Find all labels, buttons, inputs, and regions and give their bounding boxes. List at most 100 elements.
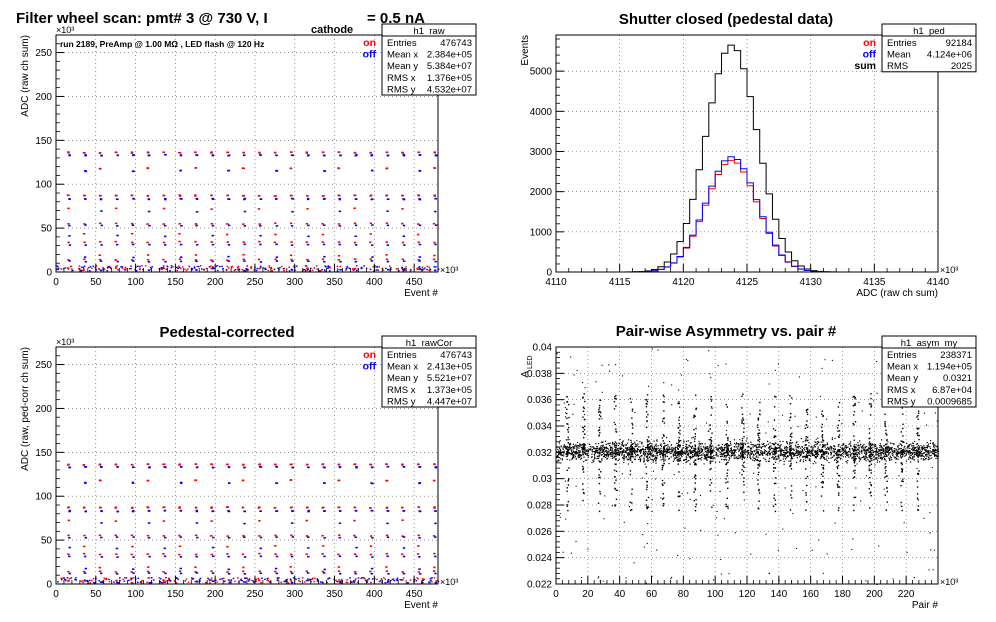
data-point [337, 506, 340, 509]
data-point [769, 449, 772, 451]
data-point [115, 243, 119, 246]
data-point [856, 450, 858, 452]
stats-label: Entries [387, 38, 417, 49]
data-point [700, 443, 702, 445]
x-tick-label: 400 [366, 589, 383, 600]
data-point [57, 581, 59, 583]
spike-point [709, 444, 711, 446]
data-point [757, 453, 759, 455]
data-point [717, 448, 719, 451]
data-point [137, 577, 140, 579]
spike-point [727, 448, 729, 451]
data-point [932, 443, 934, 445]
data-point [683, 452, 685, 454]
data-point [933, 445, 935, 447]
data-point [243, 225, 247, 227]
data-point [568, 444, 571, 446]
data-point [848, 443, 850, 445]
data-point [618, 447, 620, 449]
data-point [612, 450, 614, 452]
data-point [636, 454, 639, 456]
data-point [847, 455, 849, 457]
data-point [715, 454, 717, 456]
data-point [613, 452, 615, 454]
data-point [391, 578, 394, 581]
spike-point [710, 440, 713, 442]
data-point [321, 233, 325, 236]
data-point [609, 452, 611, 454]
data-point [901, 453, 903, 455]
data-point [860, 443, 862, 445]
data-point [244, 577, 247, 579]
data-point [871, 452, 873, 454]
data-point [261, 577, 263, 579]
data-point [737, 458, 739, 460]
data-point [816, 455, 819, 457]
data-point [627, 446, 629, 449]
data-point [877, 455, 880, 457]
data-point [818, 453, 820, 456]
data-point [914, 453, 916, 456]
data-point [670, 444, 673, 446]
data-point [70, 577, 73, 579]
data-point [675, 452, 677, 454]
data-point [747, 442, 749, 444]
data-point [894, 457, 896, 459]
data-point [751, 444, 753, 446]
data-point [772, 455, 774, 457]
data-point [682, 447, 684, 449]
data-point [627, 449, 629, 451]
data-point [865, 450, 867, 452]
spike-point [645, 406, 648, 408]
data-point [635, 444, 637, 446]
data-point [905, 453, 907, 455]
data-point [208, 579, 211, 582]
data-point [417, 578, 419, 580]
data-point [613, 457, 615, 459]
spike-point [773, 436, 775, 439]
data-point [890, 457, 893, 459]
spike-point [709, 455, 711, 458]
data-point [796, 446, 798, 448]
data-point [579, 450, 581, 452]
data-point [291, 522, 294, 524]
data-point [852, 450, 855, 452]
spike-point [661, 479, 664, 482]
data-point [67, 463, 70, 466]
data-point [646, 459, 648, 461]
data-point [834, 448, 836, 450]
data-point [84, 224, 87, 226]
data-point [605, 456, 607, 458]
data-point [243, 260, 246, 262]
data-point [232, 577, 235, 580]
data-point [286, 578, 288, 581]
data-point [608, 442, 610, 445]
data-point [636, 450, 638, 452]
spike-point [582, 446, 585, 448]
data-point [697, 458, 699, 460]
data-point [290, 580, 292, 582]
data-point [775, 459, 777, 461]
data-point [410, 269, 412, 271]
data-point [917, 452, 919, 454]
data-point [586, 454, 588, 456]
data-point [621, 451, 623, 453]
data-point [777, 444, 779, 446]
data-point [339, 265, 341, 268]
data-point [795, 461, 798, 464]
data-point [267, 269, 270, 272]
data-point [418, 482, 421, 485]
spike-point [742, 393, 744, 395]
data-point [672, 460, 675, 462]
data-point [879, 449, 881, 451]
spike-point [583, 428, 586, 431]
y-tick-label: 150 [35, 448, 52, 459]
spike-point [725, 446, 727, 449]
data-point [836, 459, 838, 461]
data-point [755, 459, 757, 461]
data-point [803, 459, 805, 461]
data-point [921, 453, 923, 455]
data-point [917, 459, 919, 461]
data-point [825, 444, 827, 446]
data-point [62, 267, 65, 270]
